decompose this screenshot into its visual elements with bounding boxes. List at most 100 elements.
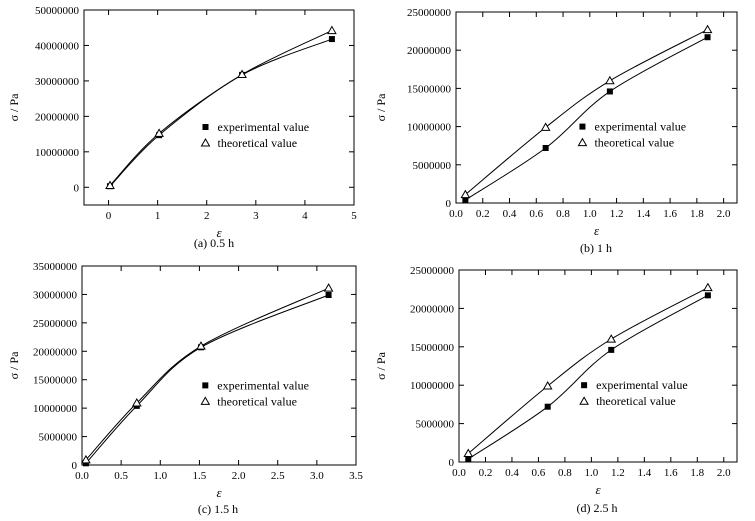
legend-marker-experimental bbox=[581, 382, 588, 389]
legend-label-theoretical: theoretical value bbox=[217, 394, 297, 408]
x-tick-label: 0.4 bbox=[505, 467, 519, 479]
x-tick-label: 0.0 bbox=[449, 208, 463, 220]
x-tick-label: 2.5 bbox=[271, 470, 285, 482]
x-tick-label: 1 bbox=[155, 210, 161, 222]
x-tick-label: 2 bbox=[204, 210, 210, 222]
theoretical-point bbox=[237, 69, 247, 79]
x-tick-label: 1.0 bbox=[153, 470, 167, 482]
experimental-point bbox=[704, 292, 711, 299]
plot-frame bbox=[455, 11, 738, 204]
legend-marker-theoretical bbox=[577, 137, 588, 147]
x-tick-label: 0.8 bbox=[558, 467, 572, 479]
y-tick-label: 10000000 bbox=[410, 380, 455, 392]
chart-panel-3: 0.0 0.5 1.0 1.5 2.0 2.5 3.0 3.5 0 5000000 10000000… bbox=[7, 261, 363, 516]
x-tick-label: 0.0 bbox=[452, 467, 466, 479]
x-tick-label: 0.0 bbox=[75, 470, 89, 482]
plot-frame bbox=[83, 9, 355, 206]
experimental-point bbox=[328, 36, 335, 43]
experimental-point bbox=[606, 88, 613, 95]
x-axis-label: ε bbox=[595, 482, 601, 497]
theoretical-point bbox=[703, 282, 713, 292]
legend-label-experimental: experimental value bbox=[596, 378, 688, 392]
experimental-point bbox=[325, 291, 332, 298]
chart-panel-1: 0 1 2 3 4 5 0 10000000 20000000 30000000 40000000 5… bbox=[7, 5, 357, 250]
y-axis-label: σ / Pa bbox=[374, 93, 388, 121]
theoretical-point bbox=[460, 189, 471, 199]
experimental-point bbox=[704, 34, 711, 41]
chart-panel-2: 0.0 0.2 0.4 0.6 0.8 1.0 1.2 1.4 1.6 1.8 2.0 0 500000… bbox=[374, 7, 738, 255]
series-curve-experimental bbox=[467, 294, 709, 460]
y-tick-label: 35000000 bbox=[33, 261, 78, 273]
legend-label-experimental: experimental value bbox=[217, 378, 309, 392]
x-tick-label: 1.6 bbox=[663, 208, 677, 220]
theoretical-point bbox=[606, 334, 617, 343]
theoretical-point bbox=[131, 398, 142, 407]
y-tick-label: 20000000 bbox=[35, 111, 80, 123]
y-tick-label: 20000000 bbox=[407, 45, 452, 57]
x-tick-label: 4 bbox=[302, 210, 308, 222]
legend-marker-experimental bbox=[202, 382, 209, 389]
y-axis-label: σ / Pa bbox=[374, 351, 388, 379]
theoretical-point bbox=[463, 448, 474, 458]
theoretical-point bbox=[154, 128, 164, 137]
theoretical-point bbox=[327, 25, 337, 35]
legend-marker-experimental bbox=[579, 123, 586, 130]
x-tick-label: 2.0 bbox=[717, 467, 731, 479]
y-tick-label: 15000000 bbox=[410, 342, 455, 354]
experimental-point bbox=[608, 346, 615, 353]
x-tick-label: 0.6 bbox=[532, 467, 546, 479]
y-tick-label: 5000000 bbox=[39, 432, 78, 444]
panel-caption: (d) 2.5 h bbox=[577, 501, 618, 515]
y-axis-label: σ / Pa bbox=[7, 351, 21, 379]
x-tick-label: 1.8 bbox=[690, 208, 704, 220]
y-tick-label: 10000000 bbox=[33, 403, 78, 415]
y-tick-label: 15000000 bbox=[407, 83, 452, 95]
x-tick-label: 3 bbox=[253, 210, 259, 222]
y-tick-label: 5000000 bbox=[416, 419, 455, 431]
x-tick-label: 0.2 bbox=[476, 208, 490, 220]
theoretical-point bbox=[81, 454, 91, 464]
y-tick-label: 30000000 bbox=[33, 289, 78, 301]
y-tick-label: 0 bbox=[449, 457, 455, 469]
plot-frame bbox=[458, 269, 738, 463]
theoretical-point bbox=[323, 283, 334, 292]
x-tick-label: 3.0 bbox=[310, 470, 324, 482]
legend-marker-experimental bbox=[202, 124, 209, 130]
y-tick-label: 30000000 bbox=[35, 76, 80, 88]
x-tick-label: 1.5 bbox=[193, 470, 207, 482]
chart-panel-4: 0.0 0.2 0.4 0.6 0.8 1.0 1.2 1.4 1.6 1.8 2.0 0 500000… bbox=[374, 265, 738, 515]
panel-caption: (a) 0.5 h bbox=[194, 236, 234, 250]
y-tick-label: 25000000 bbox=[410, 265, 455, 277]
theoretical-point bbox=[105, 180, 115, 189]
legend-label-theoretical: theoretical value bbox=[218, 136, 298, 150]
x-tick-label: 1.4 bbox=[636, 208, 650, 220]
experimental-point bbox=[544, 403, 551, 410]
experimental-point bbox=[462, 196, 469, 203]
theoretical-point bbox=[605, 75, 615, 85]
legend-label-experimental: experimental value bbox=[594, 120, 686, 134]
y-tick-label: 10000000 bbox=[35, 147, 80, 159]
x-tick-label: 1.2 bbox=[610, 208, 624, 220]
legend-label-theoretical: theoretical value bbox=[594, 136, 674, 150]
y-tick-label: 5000000 bbox=[413, 160, 452, 172]
x-tick-label: 0.4 bbox=[503, 208, 517, 220]
x-tick-label: 1.8 bbox=[690, 467, 704, 479]
series-curve-experimental bbox=[109, 38, 333, 187]
plot-frame bbox=[81, 265, 357, 466]
series-curve-theoretical bbox=[467, 287, 709, 454]
y-tick-label: 0 bbox=[74, 182, 80, 194]
x-tick-label: 2.0 bbox=[232, 470, 246, 482]
theoretical-point bbox=[196, 341, 206, 350]
legend-marker-theoretical bbox=[200, 396, 211, 405]
x-tick-label: 1.6 bbox=[664, 467, 678, 479]
y-tick-label: 10000000 bbox=[407, 122, 452, 134]
series-curve-theoretical bbox=[85, 287, 329, 461]
legend-marker-theoretical bbox=[579, 396, 589, 405]
x-tick-label: 0.5 bbox=[114, 470, 128, 482]
y-tick-label: 20000000 bbox=[33, 346, 78, 358]
legend-marker-theoretical bbox=[200, 137, 211, 147]
series-curve-experimental bbox=[465, 36, 708, 201]
y-tick-label: 25000000 bbox=[407, 7, 452, 19]
y-tick-label: 0 bbox=[72, 460, 78, 472]
